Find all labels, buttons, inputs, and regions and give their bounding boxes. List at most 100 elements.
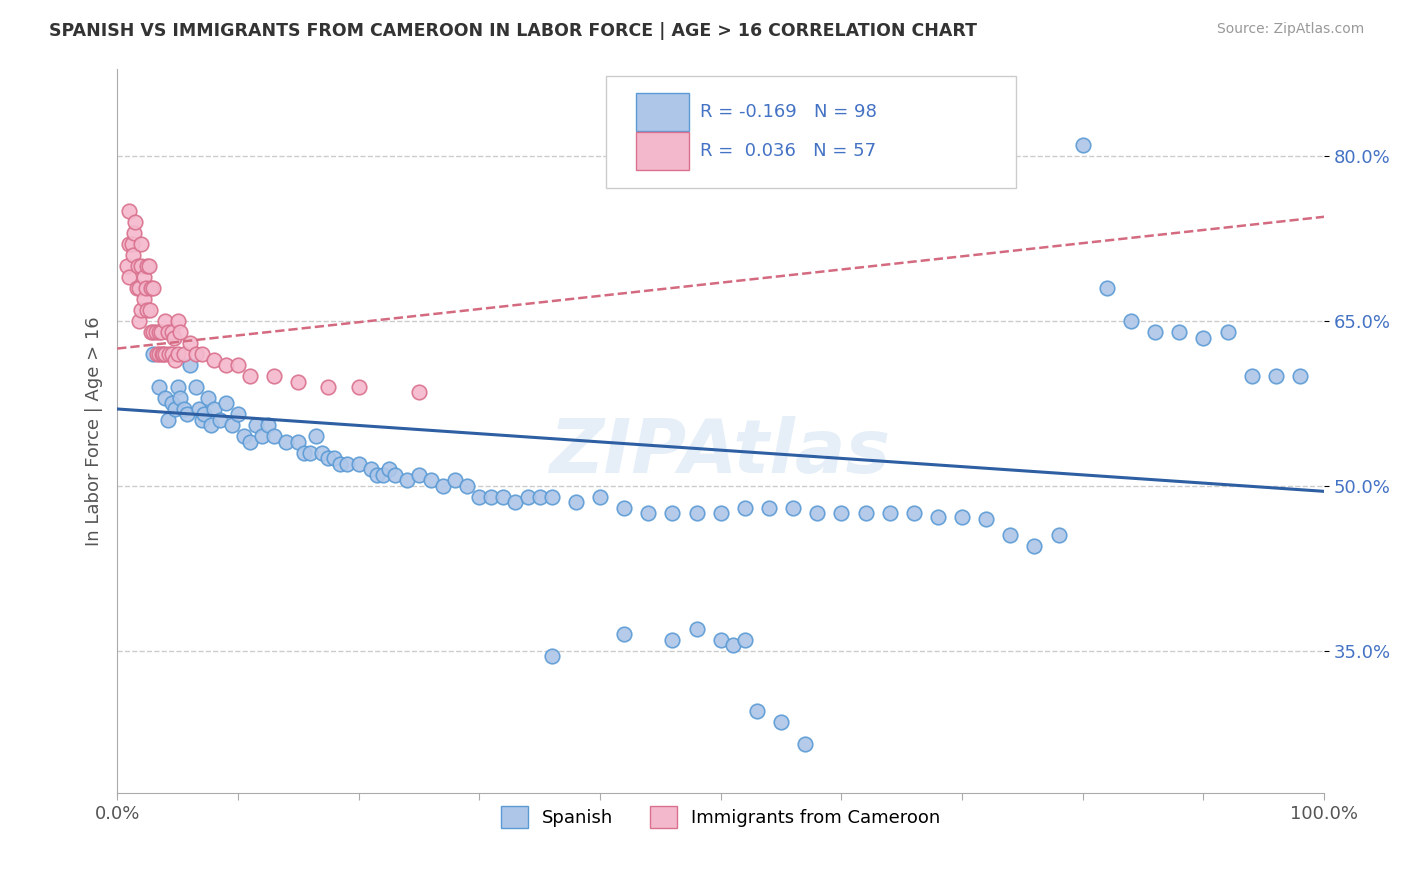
Legend: Spanish, Immigrants from Cameroon: Spanish, Immigrants from Cameroon bbox=[494, 798, 948, 835]
Point bbox=[758, 500, 780, 515]
Point bbox=[371, 467, 394, 482]
Point bbox=[156, 413, 179, 427]
Point bbox=[152, 347, 174, 361]
Point bbox=[794, 737, 817, 751]
Point bbox=[226, 358, 249, 372]
Point bbox=[160, 325, 183, 339]
Point bbox=[540, 490, 562, 504]
Point bbox=[806, 506, 828, 520]
Point bbox=[142, 281, 165, 295]
Point bbox=[734, 632, 756, 647]
Point bbox=[335, 457, 357, 471]
Point bbox=[540, 649, 562, 664]
Point bbox=[1168, 325, 1191, 339]
Point bbox=[155, 314, 177, 328]
Point bbox=[239, 434, 262, 449]
Point bbox=[145, 325, 167, 339]
Point bbox=[157, 347, 180, 361]
Point bbox=[148, 347, 170, 361]
Point bbox=[208, 413, 231, 427]
Point bbox=[150, 347, 173, 361]
Point bbox=[176, 408, 198, 422]
Point bbox=[384, 467, 406, 482]
Point bbox=[139, 281, 162, 295]
Point bbox=[420, 474, 443, 488]
Point bbox=[166, 347, 188, 361]
Point bbox=[139, 325, 162, 339]
Point bbox=[202, 401, 225, 416]
Text: SPANISH VS IMMIGRANTS FROM CAMEROON IN LABOR FORCE | AGE > 16 CORRELATION CHART: SPANISH VS IMMIGRANTS FROM CAMEROON IN L… bbox=[49, 22, 977, 40]
Point bbox=[1071, 138, 1094, 153]
Point bbox=[318, 380, 340, 394]
Point bbox=[135, 281, 157, 295]
Point bbox=[165, 352, 187, 367]
Text: ZIPAtlas: ZIPAtlas bbox=[550, 417, 891, 489]
Point bbox=[156, 325, 179, 339]
Point bbox=[903, 506, 925, 520]
Point bbox=[115, 259, 138, 273]
Point bbox=[710, 632, 733, 647]
Point bbox=[661, 632, 683, 647]
Point bbox=[1000, 528, 1022, 542]
Point bbox=[250, 429, 273, 443]
Point bbox=[200, 418, 222, 433]
Point bbox=[245, 418, 267, 433]
Point bbox=[432, 479, 454, 493]
Point bbox=[184, 380, 207, 394]
Point bbox=[173, 401, 195, 416]
Point bbox=[190, 347, 212, 361]
FancyBboxPatch shape bbox=[606, 76, 1017, 188]
Point bbox=[565, 495, 588, 509]
Point bbox=[1240, 369, 1263, 384]
Point bbox=[1264, 369, 1286, 384]
Point bbox=[1119, 314, 1142, 328]
Point bbox=[166, 380, 188, 394]
Point bbox=[232, 429, 254, 443]
Point bbox=[927, 509, 949, 524]
Point bbox=[879, 506, 901, 520]
Point bbox=[148, 325, 170, 339]
Point bbox=[190, 413, 212, 427]
Y-axis label: In Labor Force | Age > 16: In Labor Force | Age > 16 bbox=[86, 316, 103, 546]
Point bbox=[456, 479, 478, 493]
Point bbox=[239, 369, 262, 384]
Point bbox=[721, 638, 744, 652]
Point bbox=[769, 714, 792, 729]
Point bbox=[118, 237, 141, 252]
Text: Source: ZipAtlas.com: Source: ZipAtlas.com bbox=[1216, 22, 1364, 37]
Point bbox=[155, 347, 177, 361]
Point bbox=[734, 500, 756, 515]
Point bbox=[179, 336, 201, 351]
Point bbox=[745, 704, 768, 718]
Point bbox=[395, 474, 418, 488]
Point bbox=[263, 429, 285, 443]
Point bbox=[347, 380, 370, 394]
FancyBboxPatch shape bbox=[636, 132, 689, 170]
Point bbox=[377, 462, 399, 476]
Point bbox=[299, 446, 322, 460]
Point bbox=[128, 281, 150, 295]
Point bbox=[276, 434, 298, 449]
Point bbox=[685, 622, 707, 636]
Point bbox=[215, 396, 238, 410]
Point bbox=[132, 292, 155, 306]
Point bbox=[830, 506, 852, 520]
Point bbox=[263, 369, 285, 384]
Point bbox=[124, 215, 146, 229]
Point bbox=[131, 259, 153, 273]
Point bbox=[142, 325, 165, 339]
Point bbox=[131, 237, 153, 252]
Point bbox=[323, 451, 346, 466]
Point bbox=[1289, 369, 1312, 384]
Point bbox=[318, 451, 340, 466]
Point bbox=[125, 281, 148, 295]
Point bbox=[136, 303, 159, 318]
Point bbox=[613, 627, 636, 641]
Point bbox=[122, 248, 145, 262]
Point bbox=[492, 490, 515, 504]
Point bbox=[516, 490, 538, 504]
Point bbox=[148, 380, 170, 394]
Point bbox=[311, 446, 333, 460]
Point bbox=[131, 303, 153, 318]
Point bbox=[505, 495, 527, 509]
